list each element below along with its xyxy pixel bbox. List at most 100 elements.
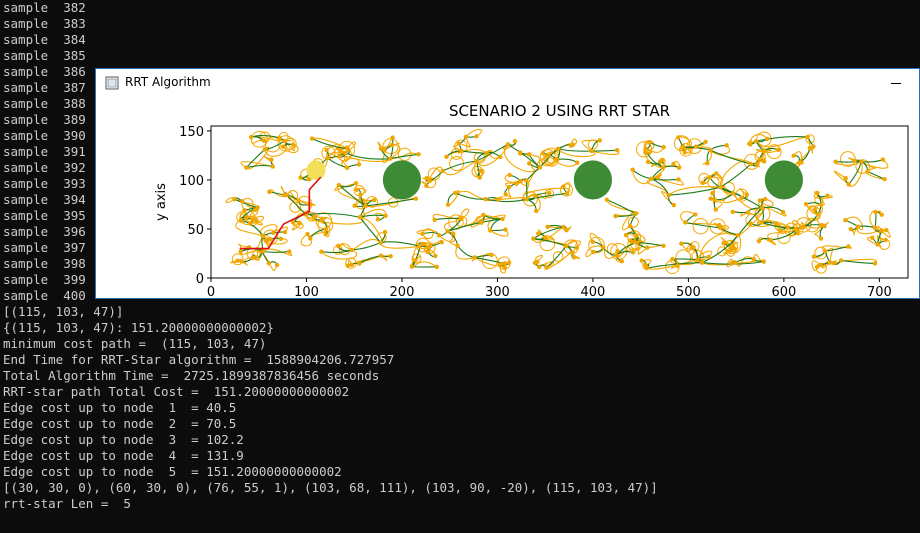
y-axis-label: y axis	[154, 183, 169, 221]
tree-edge	[365, 198, 416, 207]
loop-edge	[673, 135, 691, 152]
tree-node	[524, 178, 529, 183]
tree-node	[852, 158, 857, 164]
curved-edge	[334, 182, 357, 191]
loop-edge	[539, 235, 556, 252]
curved-edge	[581, 139, 600, 152]
curved-edge	[300, 233, 313, 247]
console-line: sample 397	[3, 240, 86, 255]
tree-node	[707, 175, 712, 180]
tree-node	[252, 207, 258, 213]
tree-node	[440, 168, 445, 174]
tree-node	[676, 177, 681, 182]
console-line: sample 398	[3, 256, 86, 271]
tree-node	[383, 213, 388, 219]
tree-node	[828, 260, 833, 265]
obstacle-circle	[764, 160, 803, 200]
curved-edge	[808, 204, 822, 215]
loop-edge	[539, 149, 556, 165]
console-line: minimum cost path = (115, 103, 47)	[3, 336, 267, 351]
tree-node	[534, 208, 539, 214]
tree-node	[546, 153, 551, 158]
tree-node	[532, 193, 538, 199]
tree-edge	[737, 207, 763, 236]
tree-node	[416, 152, 421, 157]
loop-edge	[411, 253, 422, 264]
tree-node	[718, 185, 723, 190]
window-title: RRT Algorithm	[125, 75, 211, 89]
curved-edge	[735, 256, 755, 267]
tree-node	[287, 249, 292, 254]
tree-node	[803, 201, 809, 207]
tree-node	[238, 249, 243, 254]
tree-node	[732, 246, 738, 251]
tree-node	[305, 231, 310, 237]
tree-node	[343, 150, 348, 156]
console-line: Edge cost up to node 5 = 151.20000000000…	[3, 464, 342, 479]
tree-node	[661, 144, 666, 150]
tree-node	[240, 199, 245, 204]
curved-edge	[325, 152, 348, 169]
tree-node	[682, 150, 687, 155]
tree-node	[282, 138, 287, 144]
tree-node	[536, 264, 542, 270]
tree-node	[564, 191, 570, 196]
console-line: sample 395	[3, 208, 86, 223]
tree-node	[267, 189, 272, 195]
tree-node	[613, 213, 618, 219]
console-line: Edge cost up to node 2 = 70.5	[3, 416, 237, 431]
tree-node	[555, 146, 561, 152]
console-line: Edge cost up to node 4 = 131.9	[3, 448, 244, 463]
console-line: End Time for RRT-Star algorithm = 158890…	[3, 352, 395, 367]
tree-node	[512, 138, 518, 144]
loop-edge	[544, 188, 555, 199]
tree-node	[434, 264, 439, 270]
minimize-button[interactable]	[873, 69, 919, 97]
console-line: [(115, 103, 47)]	[3, 304, 124, 319]
curved-edge	[557, 148, 596, 158]
tree-node	[390, 135, 395, 140]
tree-node	[463, 134, 469, 140]
tree-node	[526, 152, 532, 157]
tree-node	[818, 202, 824, 208]
tree-node	[776, 147, 781, 153]
tree-node	[729, 261, 734, 266]
tree-node	[807, 145, 813, 151]
tree-node	[753, 139, 759, 144]
tree-node	[873, 209, 878, 215]
curved-edge	[585, 245, 604, 258]
tree-node	[838, 258, 844, 263]
tree-node	[791, 153, 796, 158]
tree-node	[517, 150, 523, 155]
tree-node	[524, 197, 529, 202]
tree-node	[870, 235, 875, 240]
tree-edge	[455, 192, 486, 200]
tree-node	[708, 147, 713, 153]
loop-edge	[296, 195, 313, 212]
tree-node	[759, 220, 764, 225]
tree-edge	[649, 141, 664, 148]
tree-node	[459, 148, 464, 154]
tree-node	[239, 259, 244, 264]
tree-node	[389, 142, 395, 148]
tree-node	[296, 198, 301, 203]
curved-edge	[821, 245, 852, 252]
tree-node	[267, 236, 273, 242]
tree-node	[571, 255, 577, 260]
window-titlebar[interactable]: RRT Algorithm	[96, 69, 919, 97]
tree-node	[761, 148, 767, 154]
tree-node	[568, 143, 573, 148]
tree-edge	[485, 198, 527, 203]
curved-edge	[680, 211, 696, 223]
tree-node	[705, 161, 710, 166]
tree-node	[660, 157, 665, 163]
tree-node	[880, 157, 886, 162]
tree-node	[675, 263, 680, 269]
tree-node	[540, 150, 546, 156]
tree-node	[561, 224, 566, 230]
plot-window[interactable]: RRT Algorithm 0 100 200 300 400 500 600 700 0 50 1…	[95, 68, 920, 300]
curved-edge	[750, 133, 768, 143]
tree-node	[768, 237, 774, 243]
loop-edge	[231, 253, 244, 266]
tree-edge	[457, 245, 475, 258]
